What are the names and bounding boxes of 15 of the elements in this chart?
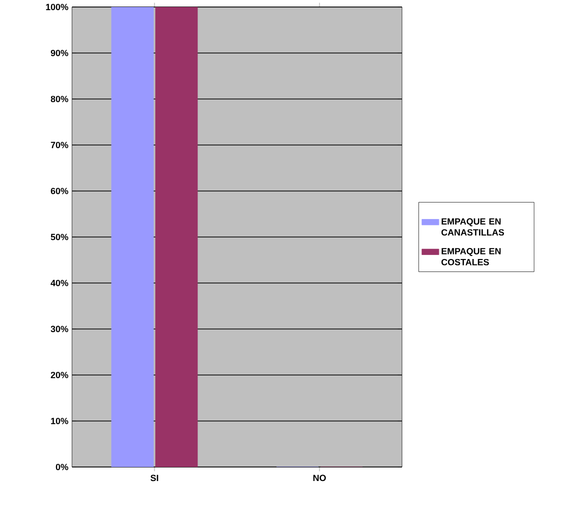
y-tick-label: 40% [50,280,68,286]
y-tick-label: 70% [50,142,68,148]
y-tick-label: 20% [50,372,68,378]
x-tick-label: SI [150,474,158,482]
y-tick-label: 0% [56,464,68,470]
legend-label: EMPAQUE EN CANASTILLAS [441,218,504,236]
y-tick-label: 60% [50,188,68,194]
y-tick-label: 90% [50,50,68,56]
x-tick-label: NO [313,474,326,482]
y-tick-label: 50% [50,234,68,240]
y-tick-label: 30% [50,326,68,332]
legend-label: EMPAQUE EN COSTALES [441,248,501,266]
y-tick-label: 100% [46,4,68,10]
y-tick-label: 80% [50,96,68,102]
y-tick-label: 10% [51,418,68,424]
